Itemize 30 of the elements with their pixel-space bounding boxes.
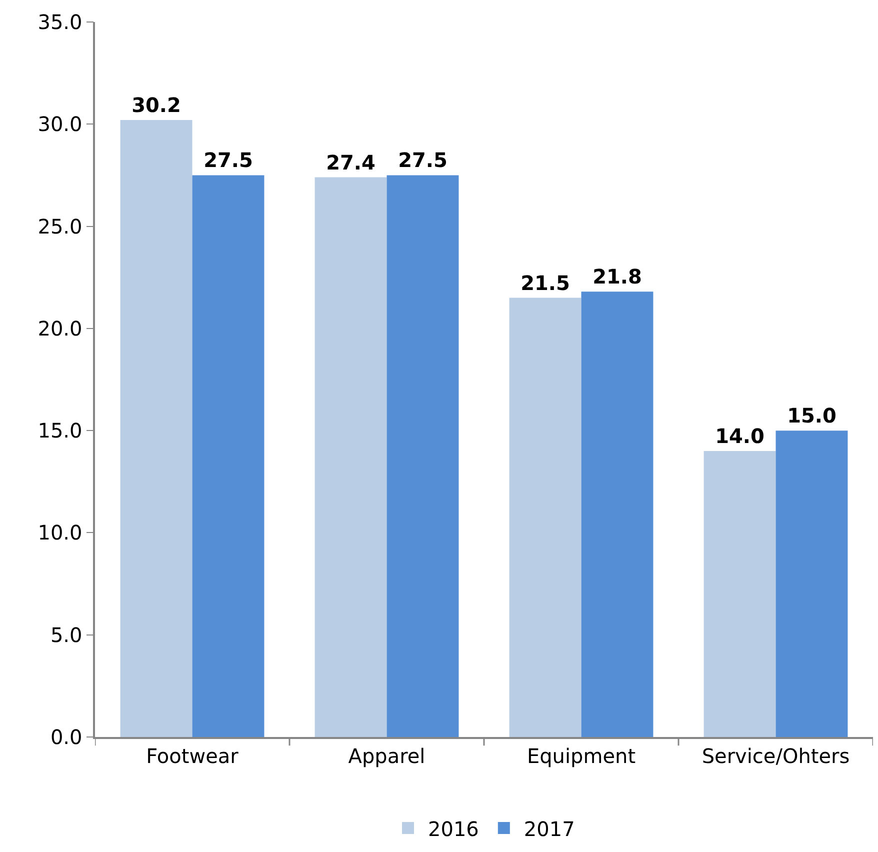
x-tick-label: Equipment: [526, 744, 636, 768]
data-label: 27.5: [204, 148, 253, 172]
y-tick-label: 5.0: [50, 622, 82, 647]
data-label: 21.8: [592, 264, 642, 289]
y-tick-label: 35.0: [38, 10, 82, 34]
data-label: 27.4: [326, 150, 376, 174]
bar: [386, 175, 459, 737]
x-tick-label: Apparel: [348, 744, 426, 768]
bar: [192, 175, 264, 737]
x-tick-label: Footwear: [146, 744, 240, 768]
bar: [314, 177, 387, 737]
bar: [120, 120, 192, 737]
y-tick-label: 20.0: [38, 316, 82, 340]
legend-label: 2017: [524, 816, 575, 841]
data-label: 14.0: [715, 424, 764, 448]
y-tick-label: 15.0: [38, 418, 82, 443]
data-label: 21.5: [520, 270, 570, 295]
legend-label: 2016: [428, 816, 479, 841]
bar: [581, 292, 654, 737]
bar: [704, 451, 776, 737]
bar: [776, 430, 848, 737]
data-label: 30.2: [132, 93, 181, 118]
y-tick-label: 0.0: [50, 725, 82, 749]
y-tick-label: 10.0: [38, 520, 82, 545]
bar: [509, 298, 582, 737]
x-tick-label: Service/Ohters: [702, 744, 850, 768]
y-tick-label: 30.0: [38, 112, 82, 136]
data-label: 15.0: [787, 404, 836, 428]
data-label: 27.5: [398, 148, 448, 172]
y-tick-label: 25.0: [38, 214, 82, 238]
